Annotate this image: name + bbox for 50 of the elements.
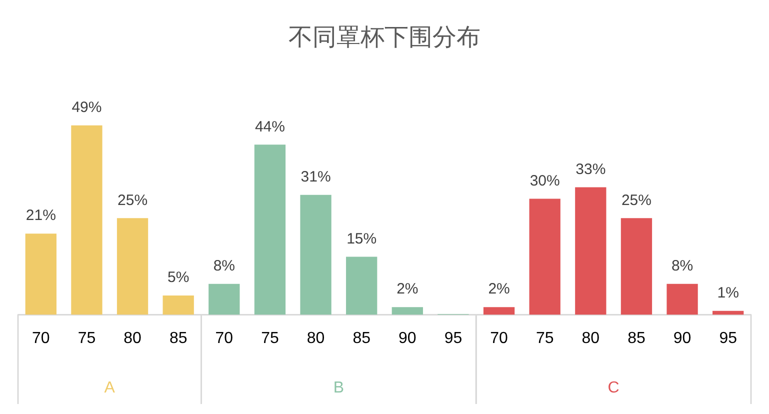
text: C	[608, 379, 620, 396]
x-tick-label: 75	[78, 330, 96, 347]
x-tick-label: 75	[261, 330, 279, 347]
x-tick-label: 80	[306, 330, 325, 347]
x-tick-label: 70	[490, 330, 508, 347]
x-tick-label: 90	[673, 330, 692, 347]
x-tick-label: 95	[444, 330, 462, 347]
bar	[483, 307, 515, 315]
data-label: 30%	[530, 172, 560, 190]
data-label: 8%	[671, 258, 694, 275]
bar	[666, 284, 698, 315]
text: B	[333, 379, 344, 396]
data-label: 2%	[396, 280, 418, 298]
bar	[116, 218, 148, 315]
x-tick-label: 85	[628, 330, 646, 347]
bar	[620, 218, 652, 315]
data-label: 1%	[717, 284, 739, 302]
bar	[712, 310, 744, 315]
x-tick-label: 85	[169, 330, 188, 347]
x-tick-label: 75	[536, 330, 554, 347]
data-label: 15%	[346, 230, 377, 248]
data-label: 8%	[213, 258, 235, 275]
text: A	[104, 379, 116, 396]
data-label: 25%	[118, 192, 148, 209]
data-label: 5%	[168, 269, 190, 286]
bar	[575, 187, 606, 315]
x-tick-label: 80	[582, 330, 600, 347]
data-label: 2%	[488, 280, 510, 298]
bar	[392, 307, 423, 315]
bar	[25, 234, 56, 315]
x-tick-label: 95	[719, 330, 738, 347]
bar	[529, 198, 560, 315]
data-label: 21%	[26, 207, 56, 224]
x-tick-label: 90	[398, 330, 416, 347]
bar	[346, 256, 378, 315]
data-label: 31%	[300, 168, 331, 186]
data-label: 44%	[254, 118, 285, 136]
data-label: 49%	[72, 98, 102, 116]
data-label: 33%	[576, 160, 606, 178]
bar	[162, 295, 194, 315]
x-tick-label: 70	[215, 330, 234, 347]
bar	[71, 125, 102, 315]
x-tick-label: 70	[32, 330, 50, 347]
bar	[254, 144, 286, 315]
bar	[208, 284, 240, 315]
x-tick-label: 80	[124, 330, 142, 347]
bar	[300, 194, 332, 315]
data-label: 25%	[621, 192, 652, 209]
chart-title: 不同罩杯下围分布	[288, 24, 480, 52]
x-tick-label: 85	[352, 330, 371, 347]
